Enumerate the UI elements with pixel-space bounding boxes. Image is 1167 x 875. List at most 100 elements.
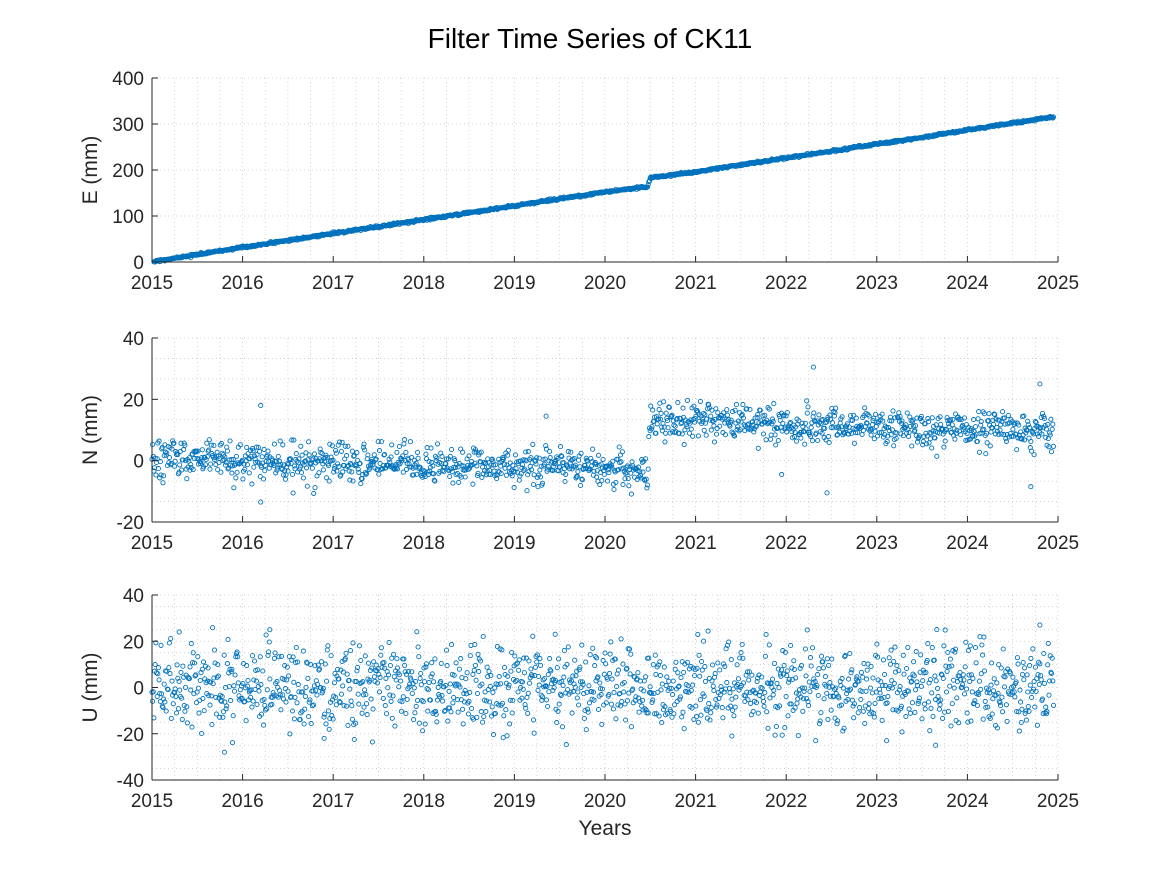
data-point [340,683,346,689]
data-point [159,691,165,697]
data-point [220,714,226,720]
data-point [998,703,1004,709]
data-point [889,427,895,433]
data-point [998,431,1004,437]
data-point [336,676,342,682]
data-point [878,696,884,702]
data-point [601,671,607,677]
data-point [224,661,230,667]
data-point [351,453,357,459]
data-point [473,449,479,455]
data-point [643,476,649,482]
data-point [279,466,285,472]
data-point [233,475,239,481]
data-point [472,662,479,668]
data-point [229,470,235,476]
data-point [455,709,461,715]
data-point [990,688,997,694]
data-point [155,466,161,472]
data-point [150,698,156,704]
data-point [945,708,951,714]
data-point [1032,418,1038,425]
data-point [299,452,305,458]
data-point [849,417,855,424]
data-point [689,705,695,711]
data-point [466,698,472,704]
data-point [900,652,906,658]
data-point [415,644,421,650]
data-point [298,443,304,449]
data-point [501,455,507,461]
data-point [277,458,283,464]
data-point [692,415,698,422]
data-point [545,671,551,678]
data-point [744,689,750,695]
data-point [871,714,877,720]
data-point [294,700,300,706]
data-point [533,461,539,467]
data-point [1050,702,1057,708]
data-point [516,667,522,673]
data-point [805,404,811,410]
data-point [727,690,733,696]
data-point [777,417,783,423]
data-point [674,415,680,422]
data-point [581,715,587,722]
data-point [943,689,950,695]
data-point [487,683,493,689]
data-point [512,469,518,475]
data-point [750,419,756,425]
data-point [713,406,719,412]
data-point [233,453,239,459]
data-point [679,431,685,437]
data-point [155,665,161,671]
data-point [498,470,504,477]
data-point [356,469,362,475]
data-point [1028,655,1034,661]
data-point [1043,434,1049,441]
data-point [162,699,168,705]
data-point [690,682,696,688]
data-point [538,662,544,668]
data-point [815,437,821,444]
data-point [525,449,531,455]
data-point [706,402,712,408]
data-point [521,466,527,472]
data-point [385,685,391,691]
data-point [886,428,892,434]
data-point [679,714,685,720]
data-point [369,665,375,671]
data-point [349,469,355,475]
data-point [797,665,803,671]
data-point [599,721,605,727]
data-point [656,713,662,719]
data-point [567,466,573,472]
data-point [402,437,408,443]
data-point [888,432,894,438]
data-point [463,676,469,682]
data-point [760,698,767,704]
data-point [847,650,853,657]
data-point [547,455,553,461]
data-point [884,738,890,744]
data-point [965,424,971,430]
data-point [904,665,910,672]
data-point [680,709,686,715]
data-point [251,453,258,459]
data-point [701,410,707,416]
data-point [401,441,407,447]
data-point [472,642,478,648]
data-point [244,462,250,468]
data-point [930,713,936,719]
data-point [662,439,668,445]
data-point [284,664,290,670]
data-point [168,635,174,642]
data-point [694,665,700,671]
data-point [181,702,187,709]
data-point [570,456,576,462]
data-point [545,466,551,472]
data-point [439,693,445,699]
data-point [323,721,329,727]
data-point [414,629,420,635]
data-point [530,717,537,723]
